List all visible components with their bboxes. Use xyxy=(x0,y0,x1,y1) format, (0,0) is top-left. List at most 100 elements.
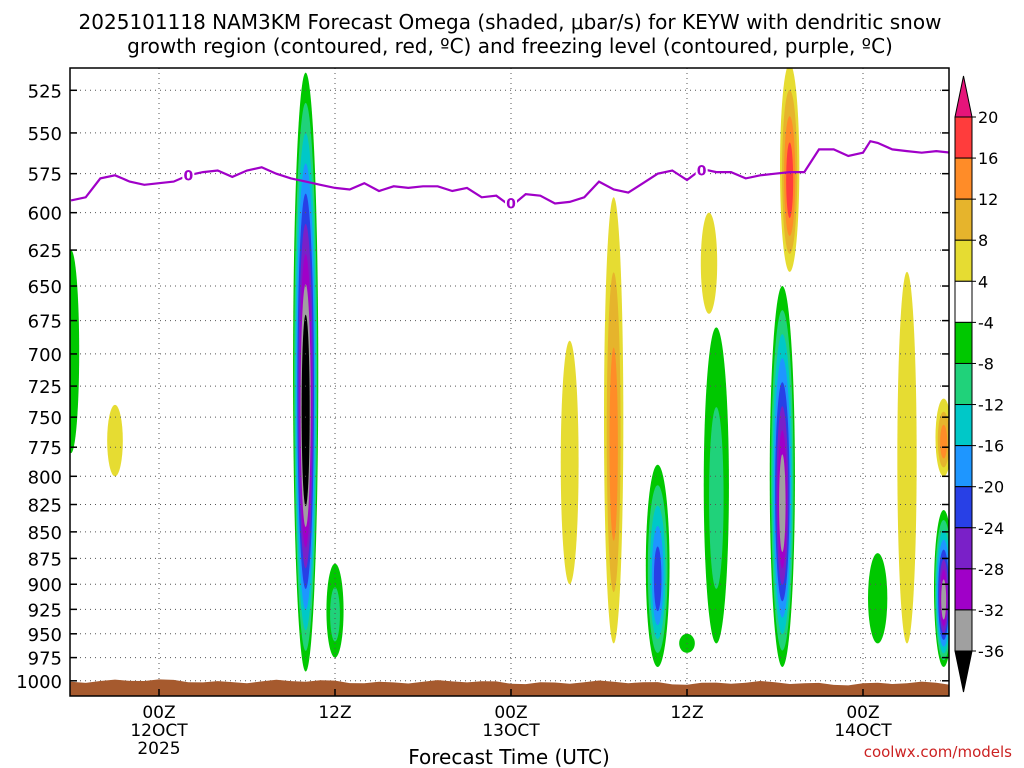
omega-contour-band xyxy=(786,142,794,218)
y-tick-label: 800 xyxy=(28,467,62,488)
omega-contour-band xyxy=(302,344,309,486)
colorbar-band xyxy=(954,568,973,611)
colorbar-label: -36 xyxy=(978,642,1004,661)
colorbar-label: 4 xyxy=(978,272,988,291)
y-tick-label: 925 xyxy=(28,600,62,621)
x-tick-label: 00Z xyxy=(142,703,175,723)
colorbar-band xyxy=(954,321,973,364)
y-axis: 525 550 575 600 625 650 675 700 725 750 775 800 825 8… xyxy=(16,81,949,693)
y-tick-label: 950 xyxy=(28,625,62,646)
omega-contour-band xyxy=(941,579,947,620)
colorbar-label: -16 xyxy=(978,437,1004,456)
colorbar-top-arrow xyxy=(954,75,973,118)
freezing-level-contour: 0 0 0 xyxy=(70,139,949,212)
contour-label-bg xyxy=(505,194,517,211)
omega-plume xyxy=(70,250,80,454)
omega-contour-band xyxy=(653,546,662,612)
colorbar: 20 16 12 8 4 -4 -8 -12 -16 -20 -24 -28 -32 -36 xyxy=(954,75,1004,693)
plot-frame xyxy=(69,67,950,697)
y-tick-label: 650 xyxy=(28,277,62,298)
colorbar-label: -8 xyxy=(978,354,994,373)
colorbar-label: 12 xyxy=(978,190,998,209)
colorbar-label: -28 xyxy=(978,560,1004,579)
y-tick-label: 975 xyxy=(28,649,62,670)
colorbar-band xyxy=(954,609,973,652)
omega-plume xyxy=(700,212,718,314)
y-tick-label: 675 xyxy=(28,312,62,333)
colorbar-label: -20 xyxy=(978,478,1004,497)
omega-plume xyxy=(107,404,123,477)
y-tick-label: 550 xyxy=(28,124,62,145)
y-tick-label: 775 xyxy=(28,438,62,459)
x-axis-label: Forecast Time (UTC) xyxy=(408,745,610,768)
omega-contour-band xyxy=(940,424,948,459)
colorbar-label: -12 xyxy=(978,396,1004,415)
terrain-layer xyxy=(70,679,949,696)
x-tick-date: 13OCT xyxy=(482,721,540,741)
colorbar-bottom-arrow xyxy=(954,650,973,693)
y-tick-label: 725 xyxy=(28,377,62,398)
freezing-level-label: 0 xyxy=(697,163,707,179)
y-tick-label: 525 xyxy=(28,81,62,102)
chart-title-line2: growth region (contoured, red, ºC) and f… xyxy=(127,34,893,58)
y-tick-label: 750 xyxy=(28,408,62,429)
chart-title-line1: 2025101118 NAM3KM Forecast Omega (shaded… xyxy=(79,10,942,34)
omega-contour-band xyxy=(70,250,80,454)
contour-label-bg xyxy=(695,161,708,178)
terrain-fill xyxy=(70,679,949,696)
y-tick-label: 850 xyxy=(28,523,62,544)
y-tick-label: 875 xyxy=(28,549,62,570)
y-tick-label: 625 xyxy=(28,241,62,262)
x-tick-label: 00Z xyxy=(846,703,879,723)
omega-contour-band xyxy=(609,347,618,541)
plot-area xyxy=(70,68,949,696)
omega-contour-band xyxy=(107,404,123,477)
omega-plume xyxy=(780,68,800,272)
contour-label-bg xyxy=(182,166,195,183)
colorbar-label: -32 xyxy=(978,601,1004,620)
x-tick-date: 14OCT xyxy=(834,721,892,741)
colorbar-band xyxy=(954,362,973,406)
omega-contour-band xyxy=(897,271,917,644)
freezing-level-label: 0 xyxy=(183,168,193,184)
colorbar-band xyxy=(954,116,973,159)
freezing-level-line xyxy=(70,139,949,208)
y-tick-label: 900 xyxy=(28,575,62,596)
colorbar-band xyxy=(954,198,973,241)
colorbar-band xyxy=(954,527,973,570)
omega-plume xyxy=(645,464,670,667)
omega-plume xyxy=(293,72,319,672)
x-tick-label: 12Z xyxy=(318,703,351,723)
y-tick-label: 825 xyxy=(28,496,62,517)
omega-contour-band xyxy=(560,340,579,585)
omega-contour-band xyxy=(709,407,724,589)
omega-contour-band xyxy=(867,553,888,644)
omega-plume xyxy=(897,271,917,644)
colorbar-band xyxy=(954,239,973,282)
omega-plume xyxy=(934,510,949,667)
colorbar-label: 8 xyxy=(978,231,988,250)
omega-plume xyxy=(703,327,729,644)
colorbar-label: 16 xyxy=(978,149,998,168)
omega-plume xyxy=(935,398,949,477)
colorbar-label: -4 xyxy=(978,313,994,332)
omega-plume xyxy=(603,197,624,644)
x-tick-label: 00Z xyxy=(494,703,527,723)
omega-contour-band xyxy=(700,212,718,314)
omega-plume xyxy=(867,553,888,644)
colorbar-label: 20 xyxy=(978,108,998,127)
y-tick-label: 1000 xyxy=(16,672,62,693)
colorbar-label: -24 xyxy=(978,519,1004,538)
credit-text: coolwx.com/models xyxy=(864,743,1012,761)
omega-contour-band xyxy=(779,454,786,552)
y-tick-label: 575 xyxy=(28,165,62,186)
omega-plume xyxy=(769,286,795,667)
y-tick-label: 700 xyxy=(28,345,62,366)
freezing-level-label: 0 xyxy=(506,196,516,212)
x-tick-date: 12OCT xyxy=(130,721,188,741)
x-tick-year: 2025 xyxy=(137,739,180,759)
omega-contour-band xyxy=(330,587,340,642)
y-tick-label: 600 xyxy=(28,204,62,225)
colorbar-band xyxy=(954,486,973,529)
colorbar-band xyxy=(954,445,973,488)
